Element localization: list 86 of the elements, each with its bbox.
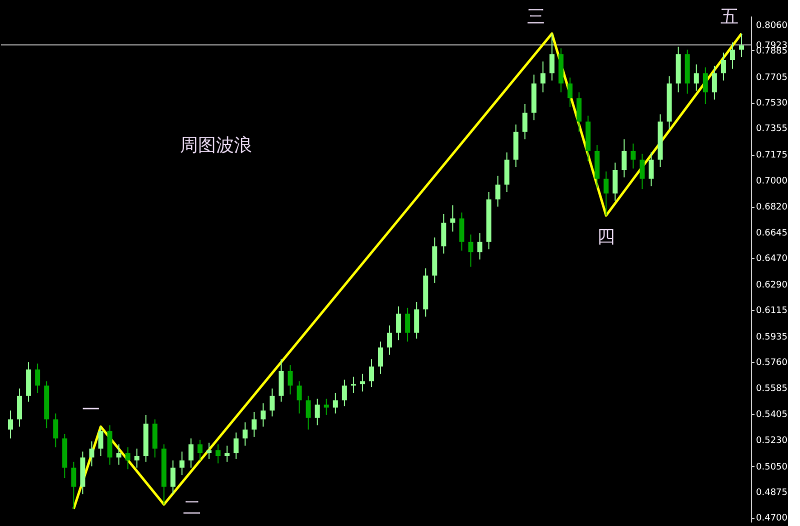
candlestick (368, 358, 374, 388)
candlestick (648, 152, 654, 187)
y-tick-label: 0.6470 (756, 254, 788, 264)
candlestick (459, 212, 464, 252)
y-tick-label: 0.5405 (756, 410, 788, 420)
y-tick-label: 0.7355 (756, 124, 788, 134)
candlestick (53, 412, 58, 448)
y-tick-label: 0.4875 (756, 488, 788, 498)
candlestick (270, 388, 275, 417)
y-tick-label: 0.8060 (756, 20, 788, 31)
candlestick (8, 410, 14, 439)
annotation: 三 (526, 6, 545, 28)
candlestick (242, 422, 248, 446)
y-tick-label: 0.5050 (756, 462, 788, 472)
candlestick (98, 426, 104, 456)
candlestick (360, 373, 365, 392)
candlestick (612, 162, 618, 202)
candlestick (630, 143, 636, 170)
candlestick (188, 438, 194, 468)
y-tick-label: 0.5585 (756, 384, 788, 394)
candlestick (125, 446, 130, 470)
y-tick-label: 0.5760 (756, 358, 788, 368)
candlestick (350, 376, 356, 394)
annotation: 二 (182, 497, 201, 518)
candlestick (342, 379, 347, 407)
annotation: 一 (82, 400, 100, 421)
candlestick (522, 104, 528, 140)
candlestick (332, 392, 338, 414)
candlestick (738, 33, 744, 58)
candlestick (296, 380, 302, 414)
annotation: 四 (597, 226, 616, 248)
y-tick-label: 0.6115 (756, 306, 788, 316)
y-tick-label: 0.7530 (756, 98, 788, 109)
candlestick (712, 65, 717, 100)
candlestick (468, 234, 474, 268)
candlestick (568, 77, 573, 108)
candlestick (414, 302, 420, 340)
y-tick-label: 0.4700 (756, 514, 788, 524)
candlestick (260, 402, 266, 428)
candlestick (116, 444, 122, 466)
candlestick (720, 52, 726, 82)
annotation: 周图波浪 (180, 135, 252, 156)
candlestick (71, 461, 76, 510)
y-tick-label: 0.7885 (756, 46, 788, 56)
candlestick (324, 398, 329, 416)
candlestick (477, 232, 482, 260)
candlestick (288, 364, 293, 395)
candlestick (604, 170, 609, 216)
y-tick-label: 0.6290 (756, 280, 788, 290)
candlestick (495, 175, 500, 208)
candlestick (702, 66, 708, 104)
candlestick (170, 460, 176, 495)
candlestick (441, 214, 446, 254)
candlestick (640, 153, 645, 190)
candlestick (694, 64, 699, 92)
candlestick (576, 92, 582, 132)
candlestick (549, 33, 554, 82)
candlestick (314, 398, 320, 426)
y-tick-label: 0.5230 (756, 436, 788, 446)
candlestick (234, 432, 239, 460)
annotation: 五 (720, 6, 738, 28)
candlestick (134, 448, 140, 468)
candlestick (216, 444, 221, 464)
candlestick (540, 60, 546, 93)
y-tick-label: 0.7175 (756, 150, 788, 161)
candlestick (450, 204, 456, 232)
candlestick (396, 306, 402, 341)
y-tick-label: 0.6645 (756, 228, 788, 238)
candlestick (179, 451, 184, 476)
candlestick (622, 138, 627, 178)
candlestick (224, 445, 230, 462)
candlestick (89, 440, 94, 467)
y-tick-label: 0.7705 (756, 72, 788, 83)
candlestick (378, 341, 384, 374)
candlestick (35, 363, 40, 394)
candlestick (405, 307, 410, 342)
y-tick-label: 0.5935 (756, 332, 788, 342)
y-tick-label: 0.6820 (756, 202, 788, 213)
candlestick (306, 395, 311, 430)
y-tick-label: 0.7000 (756, 176, 788, 186)
candlestick (387, 324, 392, 356)
candlestick (730, 42, 735, 70)
candlestick (198, 439, 203, 461)
candlestick (252, 412, 257, 438)
candlestick (206, 442, 212, 460)
candlestick (17, 388, 22, 428)
